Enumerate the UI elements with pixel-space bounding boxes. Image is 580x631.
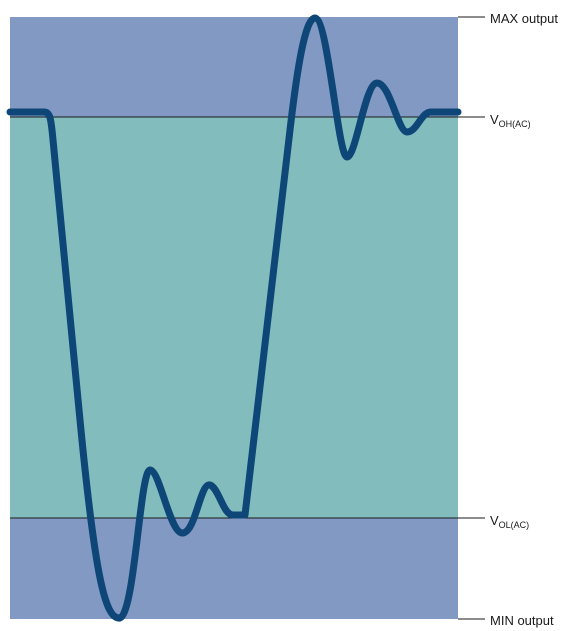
voh-subscript: OH(AC) [498, 119, 531, 129]
valid-output-region [10, 117, 458, 518]
voh-ac-label: VOH(AC) [490, 113, 531, 129]
output-waveform [6, 14, 462, 622]
voh-symbol: V [490, 112, 499, 127]
min-output-label: MIN output [490, 613, 554, 628]
vol-ac-label: VOL(AC) [490, 514, 529, 530]
max-output-label: MAX output [490, 11, 558, 26]
upper-overshoot-region [10, 17, 458, 117]
vol-subscript: OL(AC) [498, 520, 530, 530]
vol-symbol: V [490, 513, 499, 528]
lower-undershoot-region [10, 518, 458, 619]
